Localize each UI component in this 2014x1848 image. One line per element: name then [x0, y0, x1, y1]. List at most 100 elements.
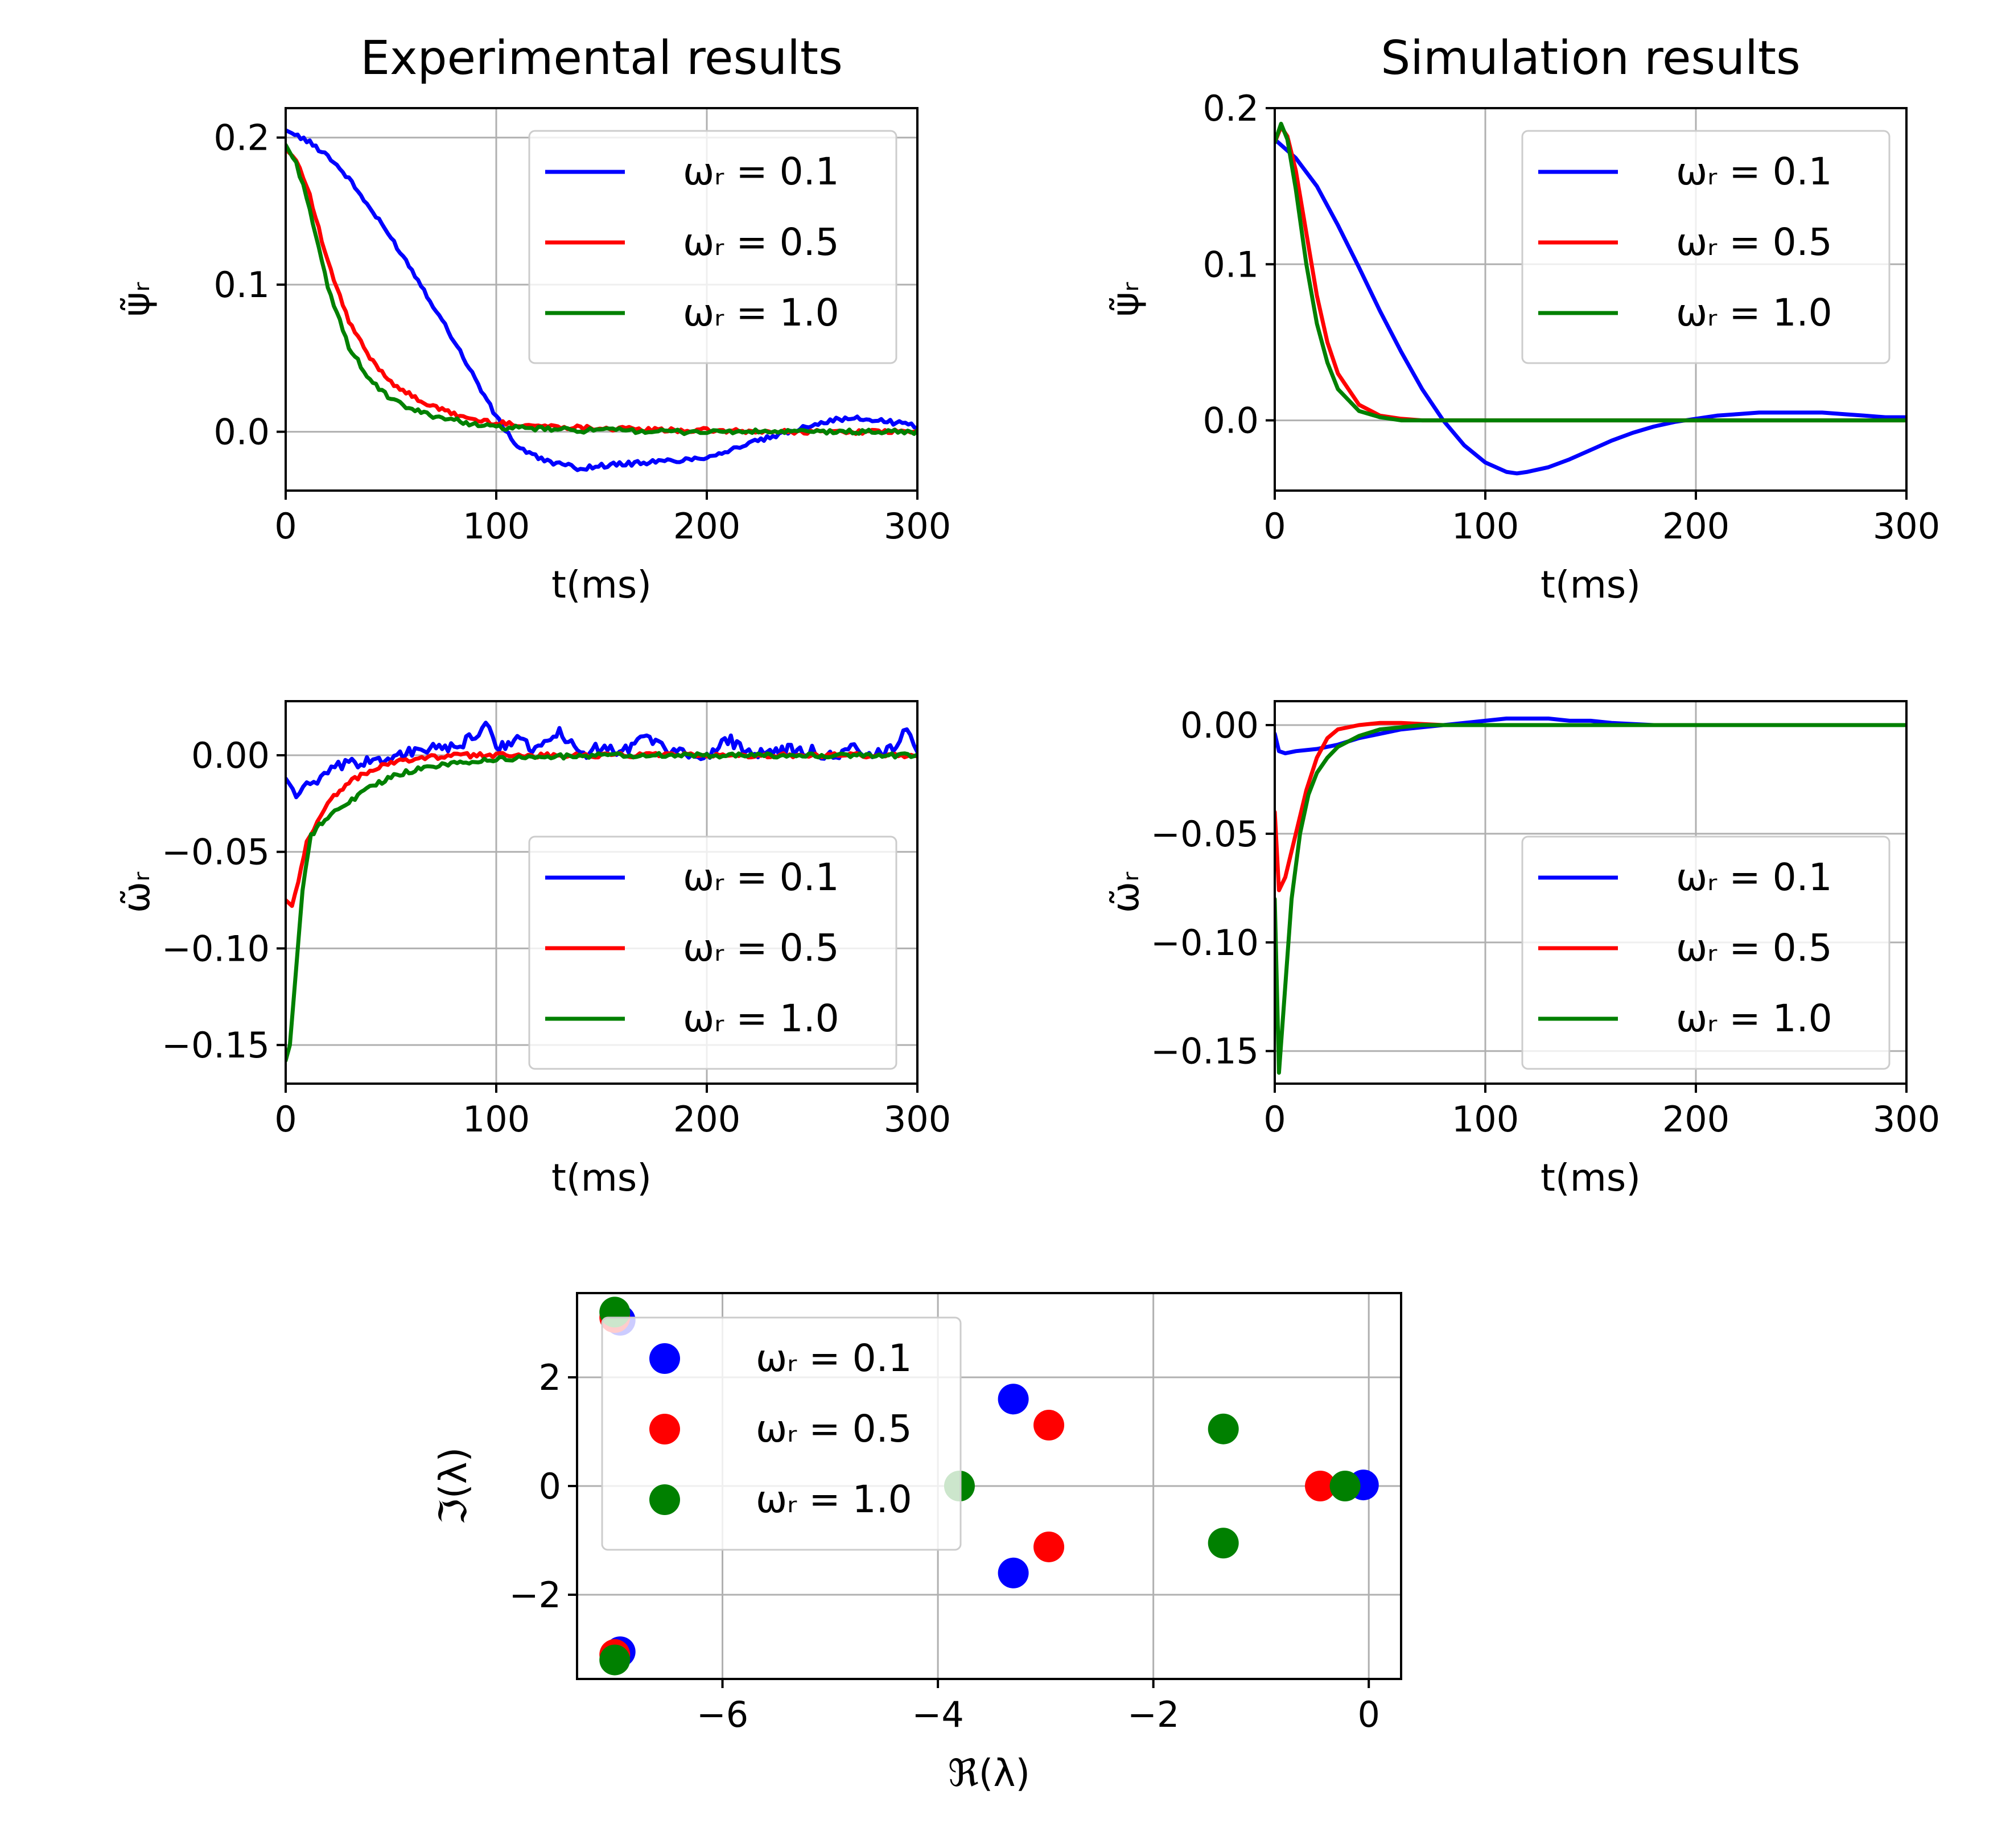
legend-box — [528, 130, 897, 364]
y-tick-label: −0.05 — [1151, 813, 1259, 855]
legend-label-2: ωᵣ = 0.5 — [683, 926, 839, 970]
legend-swatch-1 — [649, 1343, 680, 1374]
legend-label-3: ωᵣ = 1.0 — [1676, 291, 1832, 335]
panel-title: Simulation results — [1381, 31, 1801, 85]
legend-label-3: ωᵣ = 1.0 — [683, 291, 839, 335]
series-line-3 — [1275, 121, 1906, 423]
eigenvalue-point — [1033, 1410, 1065, 1441]
x-tick-label: −2 — [1127, 1694, 1179, 1735]
legend-swatch-3 — [649, 1484, 680, 1515]
y-tick-label: −0.15 — [1151, 1031, 1259, 1072]
y-axis-label: ℑ(λ) — [431, 1447, 475, 1525]
x-tick-label: 300 — [884, 1098, 951, 1140]
series-line-3 — [1275, 723, 1906, 1075]
y-tick-label: 0.1 — [1202, 244, 1259, 285]
series-line-1 — [1275, 137, 1906, 476]
x-tick-label: 100 — [1452, 505, 1519, 547]
legend: ωᵣ = 0.1 ωᵣ = 0.5 ωᵣ = 1.0 — [1521, 835, 1891, 1070]
y-axis-label: ω̃ᵣ — [1103, 871, 1147, 913]
legend: ωᵣ = 0.1 ωᵣ = 0.5 ωᵣ = 1.0 — [528, 835, 897, 1070]
legend-label-2: ωᵣ = 0.5 — [683, 220, 839, 264]
x-axis-label: ℜ(λ) — [948, 1751, 1030, 1795]
legend-box — [601, 1316, 962, 1551]
y-tick-label: 0.2 — [213, 117, 270, 159]
axes-frame — [1274, 107, 1908, 492]
x-axis-label: t(ms) — [551, 563, 652, 607]
eigenvalue-point — [998, 1384, 1029, 1415]
x-tick-label: −4 — [912, 1694, 963, 1735]
plot-area-exp-psi — [286, 128, 917, 472]
chart-panel-sim-omega: 0 100 200 300 0.00 −0.05 −0.10 −0.15 t(ms) ω̃ᵣ ωᵣ … — [1103, 700, 1940, 1200]
legend-box — [528, 835, 897, 1070]
legend: ωᵣ = 0.1 ωᵣ = 0.5 ωᵣ = 1.0 — [1521, 130, 1891, 364]
legend-label-2: ωᵣ = 0.5 — [756, 1407, 912, 1451]
series-line-3 — [286, 751, 917, 1063]
x-axis-label: t(ms) — [1541, 1156, 1641, 1200]
x-tick-label: 200 — [1662, 505, 1729, 547]
x-tick-label: 300 — [1873, 1098, 1940, 1140]
y-tick-label: 0.00 — [1180, 705, 1259, 746]
chart-panel-exp-psi: 0 100 200 300 0.0 0.1 0.2 t(ms) ψ̃ᵣ Experimental … — [114, 31, 951, 607]
x-tick-label: 0 — [1263, 1098, 1286, 1140]
panel-title: Experimental results — [360, 31, 843, 85]
legend-swatch-2 — [649, 1414, 680, 1444]
legend: ωᵣ = 0.1 ωᵣ = 0.5 ωᵣ = 1.0 — [601, 1316, 962, 1551]
eigenvalue-point — [1208, 1413, 1239, 1444]
x-tick-label: 0 — [1263, 505, 1286, 547]
legend-label-1: ωᵣ = 0.1 — [756, 1336, 912, 1380]
y-tick-label: −0.10 — [162, 928, 270, 969]
eigenvalue-point — [1305, 1471, 1336, 1501]
eigenvalue-point — [1208, 1528, 1239, 1559]
y-tick-label: 0.00 — [191, 735, 270, 776]
x-tick-label: 300 — [884, 505, 951, 547]
legend-label-1: ωᵣ = 0.1 — [1676, 150, 1832, 194]
x-tick-label: 100 — [1452, 1098, 1519, 1140]
x-tick-label: 200 — [673, 505, 740, 547]
legend-label-2: ωᵣ = 0.5 — [1676, 220, 1832, 264]
legend-label-3: ωᵣ = 1.0 — [1676, 997, 1832, 1040]
series-line-1 — [286, 128, 917, 472]
x-axis-label: t(ms) — [1541, 563, 1641, 607]
legend-label-1: ωᵣ = 0.1 — [683, 855, 839, 899]
x-tick-label: 300 — [1873, 505, 1940, 547]
legend-box — [1521, 130, 1891, 364]
chart-panel-exp-omega: 0 100 200 300 0.00 −0.05 −0.10 −0.15 t(ms) ω̃ᵣ ωᵣ … — [114, 700, 951, 1200]
axes-frame — [1274, 700, 1908, 1085]
y-tick-label: 0 — [539, 1466, 561, 1507]
y-tick-label: 0.2 — [1202, 88, 1259, 129]
series-line-3 — [286, 143, 917, 437]
y-tick-label: 0.0 — [213, 411, 270, 453]
y-tick-label: 2 — [539, 1357, 561, 1398]
x-tick-label: 200 — [1662, 1098, 1729, 1140]
legend-label-3: ωᵣ = 1.0 — [683, 997, 839, 1040]
x-tick-label: 100 — [463, 505, 530, 547]
x-tick-label: 200 — [673, 1098, 740, 1140]
eigenvalue-point — [1033, 1531, 1065, 1562]
x-tick-label: 0 — [1357, 1694, 1379, 1735]
legend: ωᵣ = 0.1 ωᵣ = 0.5 ωᵣ = 1.0 — [528, 130, 897, 364]
chart-panel-sim-psi: 0 100 200 300 0.0 0.1 0.2 t(ms) ψ̃ᵣ Simulation re… — [1103, 31, 1940, 607]
x-tick-label: 0 — [274, 1098, 296, 1140]
legend-box — [1521, 835, 1891, 1070]
axes-frame — [285, 700, 919, 1085]
x-tick-label: 100 — [463, 1098, 530, 1140]
series-line-1 — [286, 721, 917, 800]
eigenvalue-point — [998, 1557, 1029, 1588]
y-tick-label: −0.05 — [162, 832, 270, 873]
legend-label-2: ωᵣ = 0.5 — [1676, 926, 1832, 970]
y-tick-label: 0.1 — [213, 264, 270, 306]
axes-frame — [285, 107, 919, 492]
x-tick-label: −6 — [697, 1694, 748, 1735]
eigenvalue-point — [1329, 1471, 1361, 1501]
plot-area-exp-omega — [286, 721, 917, 1063]
y-tick-label: −2 — [509, 1574, 561, 1616]
y-axis-label: ψ̃ᵣ — [1103, 282, 1147, 317]
legend-label-1: ωᵣ = 0.1 — [683, 150, 839, 194]
y-axis-label: ω̃ᵣ — [114, 871, 158, 913]
plot-area-sim-omega — [1275, 717, 1906, 1075]
legend-label-3: ωᵣ = 1.0 — [756, 1477, 912, 1521]
y-tick-label: −0.10 — [1151, 922, 1259, 964]
legend-label-1: ωᵣ = 0.1 — [1676, 855, 1832, 899]
